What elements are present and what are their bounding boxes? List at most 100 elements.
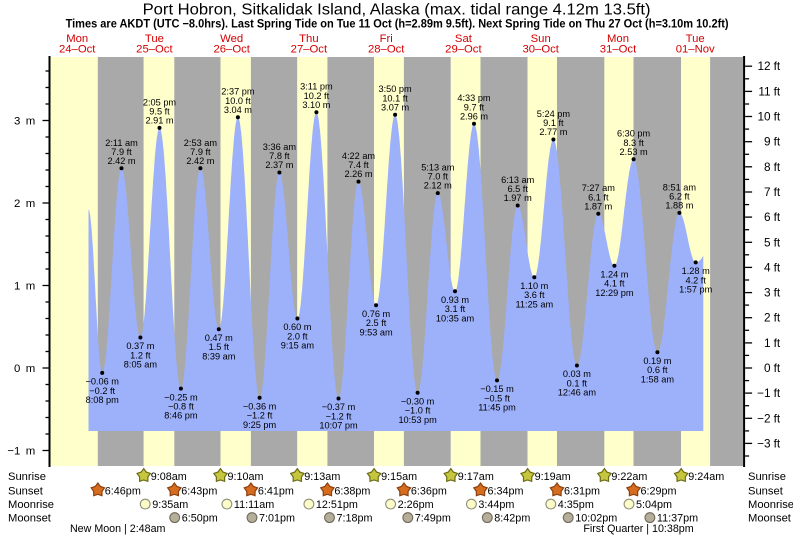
svg-text:Port Hobron, Sitkalidak Island: Port Hobron, Sitkalidak Island, Alaska (… (143, 2, 651, 19)
svg-text:12:46 am: 12:46 am (558, 388, 597, 398)
svg-text:10.1 ft: 10.1 ft (382, 93, 408, 103)
svg-text:4:35pm: 4:35pm (558, 499, 594, 511)
svg-text:1.10 m: 1.10 m (520, 281, 548, 291)
svg-text:8:08 pm: 8:08 pm (86, 395, 120, 405)
svg-text:9:25 pm: 9:25 pm (243, 420, 277, 430)
svg-text:26–Oct: 26–Oct (213, 43, 250, 55)
svg-text:1.87 m: 1.87 m (584, 201, 612, 211)
svg-text:3.04 m: 3.04 m (224, 105, 252, 115)
svg-text:0: 0 (14, 363, 20, 375)
svg-text:1.2 ft: 1.2 ft (130, 350, 151, 360)
svg-text:6:46pm: 6:46pm (105, 485, 141, 497)
svg-text:ft: ft (774, 411, 781, 425)
svg-text:3:50 pm: 3:50 pm (378, 84, 412, 94)
svg-text:9:19am: 9:19am (535, 471, 571, 483)
svg-text:1:58 am: 1:58 am (641, 374, 675, 384)
svg-text:1.24 m: 1.24 m (600, 269, 628, 279)
svg-text:10.0 ft: 10.0 ft (225, 96, 251, 106)
svg-text:24–Oct: 24–Oct (59, 43, 96, 55)
svg-text:7:18pm: 7:18pm (337, 512, 373, 524)
svg-text:6: 6 (764, 210, 771, 224)
svg-text:−0.25 m: −0.25 m (164, 392, 198, 402)
svg-text:2.12 m: 2.12 m (424, 181, 452, 191)
svg-text:3: 3 (764, 286, 771, 300)
svg-text:10: 10 (757, 110, 771, 124)
svg-text:0.76 m: 0.76 m (362, 309, 390, 319)
svg-text:Moonrise: Moonrise (8, 499, 54, 511)
svg-text:8:51 am: 8:51 am (663, 182, 697, 192)
svg-text:First Quarter | 10:38pm: First Quarter | 10:38pm (583, 523, 693, 535)
svg-text:29–Oct: 29–Oct (445, 43, 482, 55)
svg-text:7: 7 (764, 185, 771, 199)
svg-text:7.4 ft: 7.4 ft (348, 160, 369, 170)
svg-text:6.1 ft: 6.1 ft (588, 192, 609, 202)
svg-text:2.0 ft: 2.0 ft (287, 331, 308, 341)
svg-text:10:07 pm: 10:07 pm (319, 421, 358, 431)
svg-text:5:13 am: 5:13 am (421, 163, 455, 173)
svg-text:6.2 ft: 6.2 ft (669, 192, 690, 202)
svg-text:1.97 m: 1.97 m (504, 193, 532, 203)
svg-text:2.42 m: 2.42 m (107, 156, 135, 166)
svg-text:2.96 m: 2.96 m (460, 111, 488, 121)
svg-text:−1.0 ft: −1.0 ft (405, 406, 431, 416)
svg-text:9.1 ft: 9.1 ft (543, 118, 564, 128)
svg-text:−1.2 ft: −1.2 ft (326, 411, 352, 421)
svg-text:ft: ft (774, 210, 781, 224)
svg-text:New Moon | 2:48am: New Moon | 2:48am (70, 523, 166, 535)
svg-text:12:51pm: 12:51pm (316, 499, 358, 511)
svg-text:8:46 pm: 8:46 pm (164, 411, 198, 421)
svg-text:ft: ft (774, 84, 781, 98)
svg-text:01–Nov: 01–Nov (676, 43, 715, 55)
svg-text:6:38pm: 6:38pm (334, 485, 370, 497)
svg-text:ft: ft (774, 286, 781, 300)
svg-text:7:49pm: 7:49pm (415, 512, 451, 524)
svg-text:9:22am: 9:22am (611, 471, 647, 483)
svg-text:3:36 am: 3:36 am (263, 142, 297, 152)
svg-text:2:11 am: 2:11 am (105, 138, 138, 148)
svg-text:Moonrise: Moonrise (748, 499, 793, 511)
svg-text:Tue: Tue (145, 33, 164, 45)
svg-text:−1: −1 (757, 386, 770, 400)
svg-text:8:42pm: 8:42pm (494, 512, 530, 524)
svg-text:m: m (26, 363, 36, 375)
svg-text:−0.2 ft: −0.2 ft (89, 386, 115, 396)
svg-text:6:50pm: 6:50pm (182, 512, 218, 524)
svg-text:Sat: Sat (455, 33, 473, 45)
svg-text:1.5 ft: 1.5 ft (209, 342, 230, 352)
svg-text:8: 8 (764, 160, 771, 174)
svg-text:m: m (26, 281, 36, 293)
svg-text:0.03 m: 0.03 m (563, 369, 591, 379)
svg-text:−2: −2 (757, 411, 770, 425)
svg-text:12: 12 (757, 59, 770, 73)
svg-text:Moonset: Moonset (8, 513, 52, 525)
svg-text:m: m (26, 116, 36, 128)
svg-text:Mon: Mon (607, 33, 629, 45)
svg-text:Sunrise: Sunrise (8, 471, 46, 483)
svg-text:6:41pm: 6:41pm (258, 485, 294, 497)
svg-text:6:31pm: 6:31pm (564, 485, 600, 497)
svg-text:2: 2 (764, 311, 771, 325)
svg-text:3.07 m: 3.07 m (381, 102, 409, 112)
svg-text:9:17am: 9:17am (458, 471, 494, 483)
svg-text:7.0 ft: 7.0 ft (428, 172, 449, 182)
svg-text:11:25 am: 11:25 am (515, 299, 553, 309)
svg-text:6:43pm: 6:43pm (181, 485, 217, 497)
svg-text:Sunrise: Sunrise (748, 471, 786, 483)
svg-text:6:36pm: 6:36pm (411, 485, 447, 497)
svg-text:2:05 pm: 2:05 pm (143, 97, 177, 107)
svg-text:3.6 ft: 3.6 ft (524, 290, 545, 300)
svg-text:ft: ft (774, 361, 781, 375)
svg-text:0.47 m: 0.47 m (205, 333, 233, 343)
svg-text:1.28 m: 1.28 m (682, 266, 710, 276)
svg-text:2.42 m: 2.42 m (186, 156, 214, 166)
svg-text:Thu: Thu (299, 33, 318, 45)
svg-text:Sunset: Sunset (748, 485, 784, 497)
svg-text:4:33 pm: 4:33 pm (457, 93, 491, 103)
svg-text:4: 4 (764, 260, 771, 274)
svg-text:2: 2 (14, 198, 20, 210)
svg-text:ft: ft (774, 260, 781, 274)
svg-text:10:02pm: 10:02pm (575, 512, 617, 524)
svg-text:ft: ft (774, 436, 781, 450)
svg-text:8:39 am: 8:39 am (202, 351, 236, 361)
svg-text:0: 0 (764, 361, 771, 375)
